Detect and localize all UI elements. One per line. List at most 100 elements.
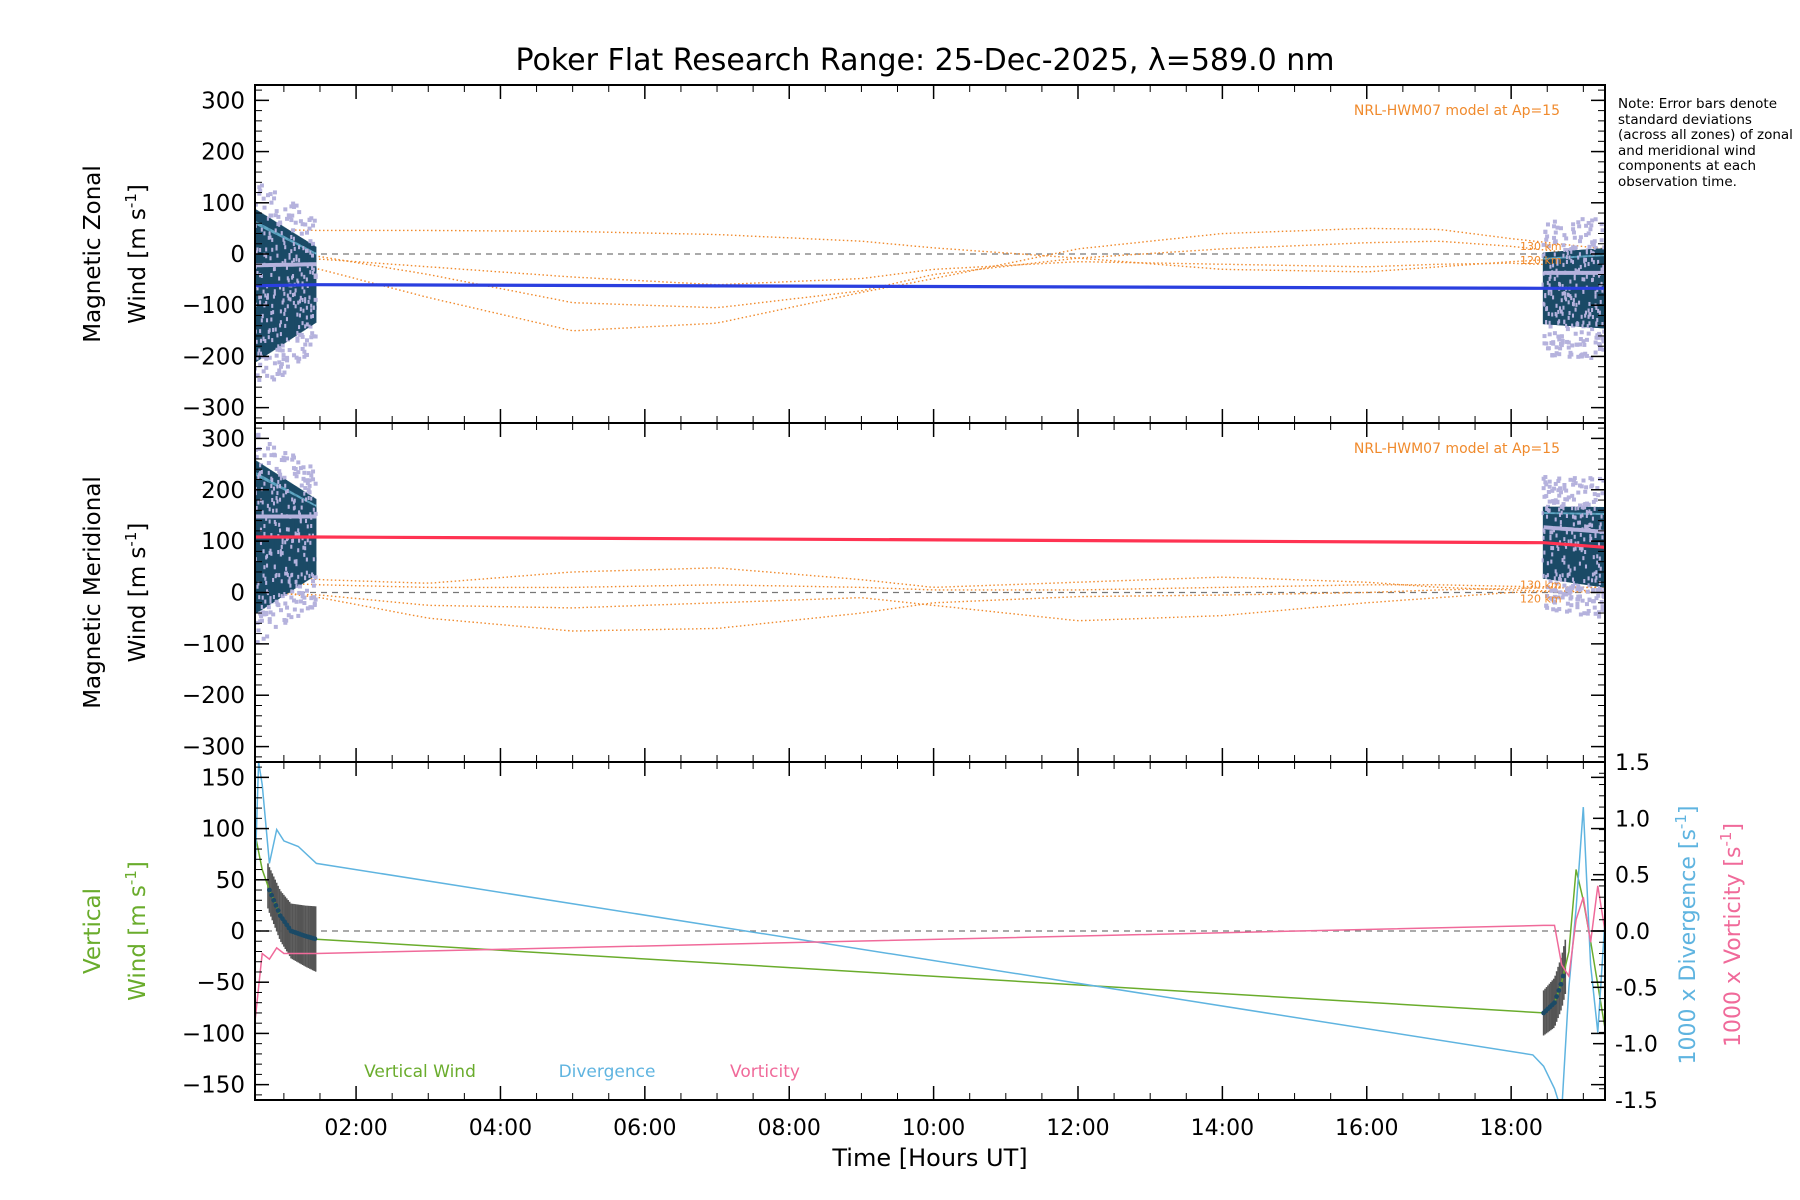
zone-wind-point	[1595, 486, 1600, 491]
zone-wind-point	[1558, 540, 1563, 545]
zone-wind-point	[1574, 541, 1579, 546]
zone-wind-point	[1600, 281, 1605, 286]
zone-wind-point	[291, 598, 296, 603]
zone-wind-point	[279, 549, 284, 554]
zone-wind-point	[1586, 608, 1591, 613]
zone-wind-point	[289, 583, 294, 588]
right-axis-label-divergence: 1000 x Divergence [s-1]	[1672, 806, 1701, 1065]
zone-wind-point	[1584, 505, 1589, 510]
zone-wind-point	[285, 364, 290, 369]
chart-title: Poker Flat Research Range: 25-Dec-2025, …	[516, 43, 1335, 78]
zone-wind-point	[1566, 495, 1571, 500]
zone-wind-point	[1584, 602, 1589, 607]
zone-wind-point	[301, 465, 306, 470]
zone-wind-point	[265, 247, 270, 252]
zone-wind-point	[1547, 484, 1552, 489]
zone-wind-point	[287, 278, 292, 283]
y-tick-label: 200	[201, 478, 245, 504]
zone-wind-point	[1548, 283, 1553, 288]
zone-wind-point	[1584, 233, 1589, 238]
zone-wind-point	[296, 613, 301, 618]
zone-wind-point	[308, 573, 313, 578]
zone-wind-point	[272, 196, 277, 201]
zone-wind-point	[1545, 605, 1550, 610]
zone-wind-point	[1552, 600, 1557, 605]
zone-wind-point	[311, 241, 316, 246]
y-tick-label: 100	[201, 191, 245, 217]
zone-wind-point	[1561, 284, 1566, 289]
zone-wind-point	[256, 286, 261, 291]
series-divergence	[255, 762, 1605, 1100]
x-tick-label: 14:00	[1191, 1116, 1254, 1141]
zone-wind-point	[269, 235, 274, 240]
zone-wind-point	[1553, 481, 1558, 486]
zone-wind-point	[1580, 352, 1585, 357]
zone-wind-point	[1572, 522, 1577, 527]
vertical-wind-point	[1558, 981, 1564, 987]
zone-wind-point	[1564, 291, 1569, 296]
zone-wind-point	[278, 593, 283, 598]
zone-wind-point	[1554, 581, 1559, 586]
zone-wind-point	[303, 222, 308, 227]
zone-wind-point	[296, 278, 301, 283]
zone-wind-point	[297, 590, 302, 595]
zone-wind-point	[1544, 294, 1549, 299]
zone-wind-point	[1566, 251, 1571, 256]
zone-wind-point	[1562, 253, 1567, 258]
x-tick-label: 18:00	[1479, 1116, 1542, 1141]
zone-wind-point	[1575, 587, 1580, 592]
zone-wind-point	[283, 311, 288, 316]
zone-wind-point	[309, 216, 314, 221]
zone-wind-point	[267, 470, 272, 475]
zone-wind-point	[1555, 303, 1560, 308]
zone-wind-point	[1567, 608, 1572, 613]
zone-wind-point	[1584, 223, 1589, 228]
zone-wind-point	[1558, 306, 1563, 311]
zone-wind-point	[1593, 245, 1598, 250]
zone-wind-point	[1550, 353, 1555, 358]
zone-wind-point	[1577, 541, 1582, 546]
zone-wind-point	[1552, 224, 1557, 229]
zone-wind-point	[313, 575, 318, 580]
zone-wind-point	[257, 581, 262, 586]
zone-wind-point	[1565, 255, 1570, 260]
y-axis-label-line1: Magnetic Meridional	[80, 476, 106, 709]
zone-wind-point	[1571, 497, 1576, 502]
zone-wind-point	[260, 604, 265, 609]
zone-wind-point	[298, 299, 303, 304]
zone-wind-point	[274, 209, 279, 214]
zone-wind-point	[278, 497, 283, 502]
zone-wind-point	[1578, 520, 1583, 525]
zone-wind-point	[1562, 262, 1567, 267]
zone-wind-point	[1575, 605, 1580, 610]
zone-wind-point	[294, 599, 299, 604]
zone-wind-point	[1557, 493, 1562, 498]
zone-wind-point	[283, 601, 288, 606]
zone-wind-point	[286, 276, 291, 281]
zone-wind-point	[1602, 266, 1605, 271]
zone-wind-point	[282, 298, 287, 303]
zone-wind-point	[267, 355, 272, 360]
zone-wind-point	[1596, 317, 1601, 322]
zone-wind-point	[1574, 293, 1579, 298]
zone-wind-point	[295, 338, 300, 343]
zone-wind-point	[1571, 222, 1576, 227]
legend-vorticity: Vorticity	[730, 1062, 800, 1082]
x-tick-label: 08:00	[758, 1116, 821, 1141]
zone-wind-point	[268, 610, 273, 615]
zone-wind-point	[1558, 346, 1563, 351]
zone-wind-point	[1560, 510, 1565, 515]
zone-wind-point	[264, 293, 269, 298]
zone-wind-point	[1545, 504, 1550, 509]
zone-wind-point	[1594, 534, 1599, 539]
zone-wind-point	[275, 246, 280, 251]
zone-wind-point	[1565, 497, 1570, 502]
zone-wind-point	[300, 222, 305, 227]
zone-wind-point	[302, 308, 307, 313]
zone-wind-point	[1558, 574, 1563, 579]
zone-wind-point	[1592, 239, 1597, 244]
zone-wind-point	[280, 348, 285, 353]
zone-wind-point	[312, 267, 317, 272]
zone-wind-point	[258, 362, 263, 367]
zone-wind-point	[1557, 547, 1562, 552]
